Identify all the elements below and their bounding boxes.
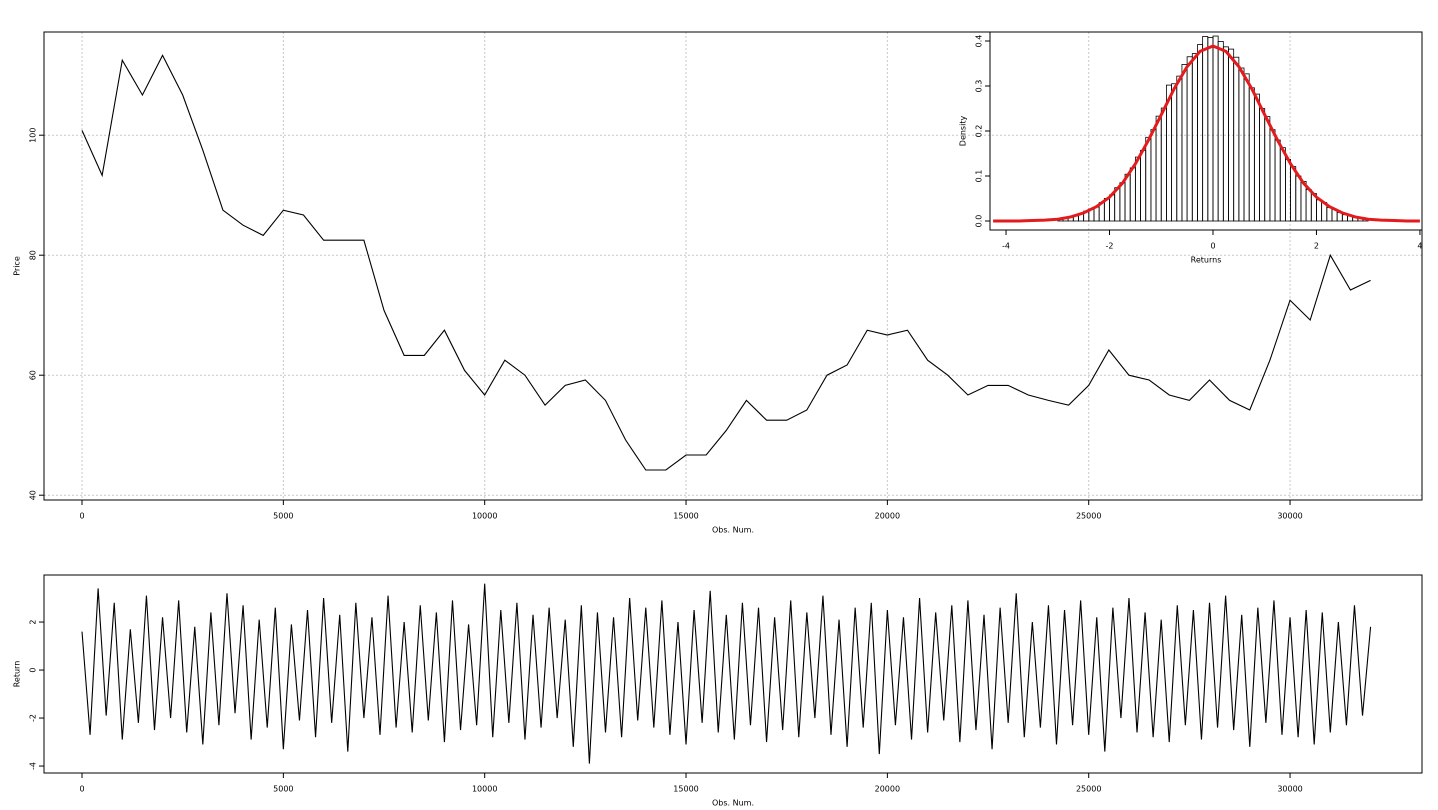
y-tick-label: 80: [29, 250, 38, 260]
x-tick-label: 25000: [1076, 512, 1101, 521]
histogram-bar: [1129, 167, 1136, 222]
y-tick-label: 0.1: [975, 170, 984, 183]
histogram-bar: [1197, 44, 1204, 222]
x-tick-label: 20000: [875, 785, 900, 794]
y-axis-label: Density: [959, 116, 968, 147]
histogram-bar: [1207, 37, 1214, 222]
histogram-bar: [1202, 36, 1209, 222]
y-axis-label: Return: [13, 661, 22, 688]
histogram-bar: [1145, 136, 1152, 222]
y-tick-label: 0.2: [975, 125, 984, 138]
histogram-bar: [1264, 116, 1271, 222]
x-tick-label: 15000: [673, 512, 698, 521]
x-tick-label: 10000: [472, 512, 497, 521]
plot-frame: [43, 574, 1423, 774]
histogram-bar: [1191, 53, 1198, 222]
x-tick-label: 30000: [1277, 785, 1302, 794]
y-tick-label: 0: [29, 667, 38, 672]
y-tick-label: 0.4: [975, 35, 984, 48]
histogram-bar: [1316, 199, 1323, 222]
y-axis-label: Price: [13, 256, 22, 276]
x-tick-label: 0: [79, 785, 84, 794]
histogram-bar: [1274, 139, 1281, 222]
y-tick-label: 0.3: [975, 80, 984, 93]
histogram-bar: [1119, 182, 1126, 222]
y-tick-label: -2: [29, 714, 38, 722]
histogram-bar: [1181, 64, 1188, 222]
histogram-bar: [1253, 93, 1260, 222]
density-curve: [993, 44, 1420, 223]
histogram-bar: [1238, 67, 1245, 222]
price-line: [81, 54, 1371, 471]
y-tick-label: 2: [29, 619, 38, 624]
y-tick-label: -4: [29, 762, 38, 770]
histogram-bar: [1217, 41, 1224, 222]
histogram-bar: [1248, 87, 1255, 222]
x-tick-label: 25000: [1076, 785, 1101, 794]
x-tick-label: -2: [1106, 242, 1114, 251]
x-tick-label: 10000: [472, 785, 497, 794]
histogram-bar: [1326, 207, 1333, 222]
histogram-bar: [1279, 147, 1286, 222]
y-tick-label: 40: [29, 490, 38, 500]
histogram-bar: [1305, 189, 1312, 222]
histogram-bar: [1124, 173, 1131, 222]
histogram-bar: [1171, 83, 1178, 222]
x-tick-label: 4: [1417, 242, 1422, 251]
histogram-bar: [1212, 35, 1219, 222]
x-tick-label: 5000: [273, 512, 293, 521]
y-tick-label: 0.0: [975, 215, 984, 228]
y-tick-label: 100: [29, 128, 38, 143]
x-tick-label: 5000: [273, 785, 293, 794]
x-tick-label: 15000: [673, 785, 698, 794]
histogram-bar: [1176, 75, 1183, 222]
price-line: [81, 583, 1372, 764]
histogram-bar: [1243, 73, 1250, 222]
plot-frame: [43, 31, 1423, 501]
x-tick-label: 20000: [875, 512, 900, 521]
histogram-bar: [1109, 194, 1116, 222]
histogram-bar: [1269, 129, 1276, 222]
histogram-bar: [1140, 149, 1147, 222]
histogram-bar: [1222, 46, 1229, 222]
x-axis-label: Obs. Num.: [712, 526, 754, 535]
x-tick-label: 2: [1314, 242, 1319, 251]
x-tick-label: 0: [1210, 242, 1215, 251]
histogram-bar: [1160, 107, 1167, 222]
histogram-bar: [1259, 108, 1266, 222]
x-tick-label: 0: [79, 512, 84, 521]
x-axis-label: Obs. Num.: [712, 799, 754, 808]
histogram-bar: [1295, 175, 1302, 222]
histogram-bar: [1186, 56, 1193, 222]
x-tick-label: -4: [1002, 242, 1010, 251]
histogram-bar: [1155, 115, 1162, 222]
y-tick-label: 60: [29, 370, 38, 380]
histogram-bar: [1290, 166, 1297, 222]
histogram-bar: [1134, 156, 1141, 222]
x-axis-label: Returns: [1191, 256, 1222, 265]
histogram-bar: [1150, 129, 1157, 222]
plot-frame: [989, 31, 1423, 231]
histogram-bar: [1233, 56, 1240, 222]
x-tick-label: 30000: [1277, 512, 1302, 521]
